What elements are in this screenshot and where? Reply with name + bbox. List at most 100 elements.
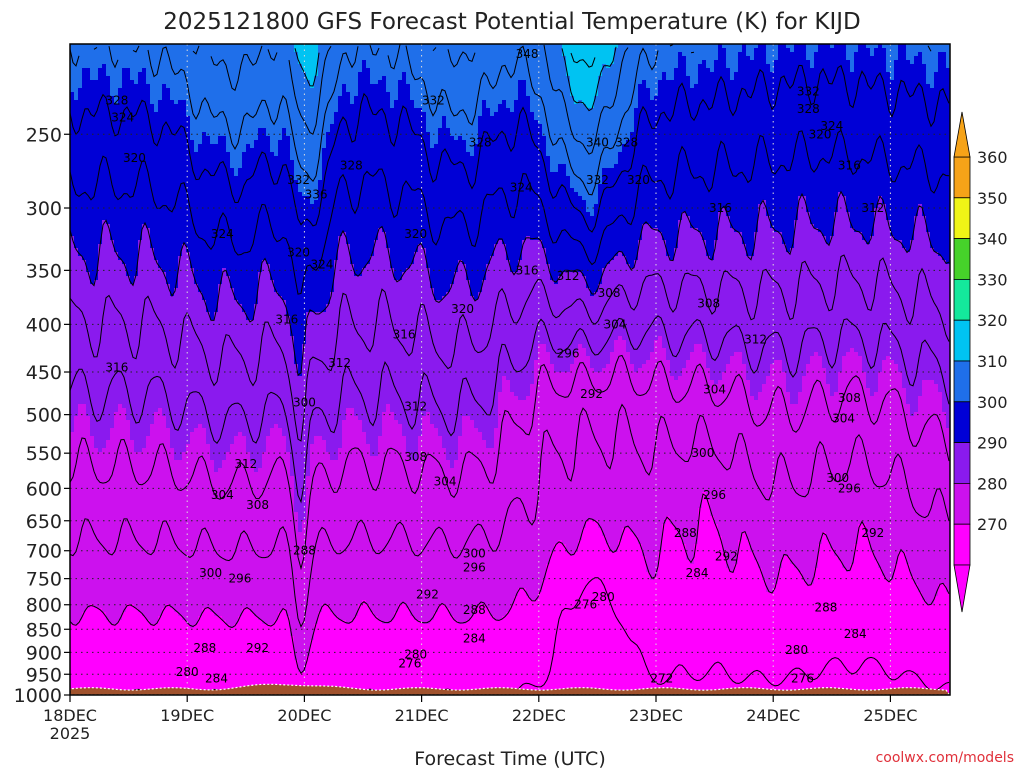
y-tick-label-400: 400 <box>26 314 62 336</box>
contour-label-324: 324 <box>111 111 134 125</box>
contour-label-320: 320 <box>627 173 650 187</box>
contour-label-304: 304 <box>604 317 627 331</box>
contour-label-340: 340 <box>586 135 609 149</box>
contour-label-348: 348 <box>516 47 539 61</box>
contour-label-328: 328 <box>615 135 638 149</box>
contour-label-320: 320 <box>404 227 427 241</box>
contour-label-312: 312 <box>861 201 884 215</box>
colorbar-swatch-290 <box>953 442 971 484</box>
contour-label-308: 308 <box>598 286 621 300</box>
y-axis: 2503003504004505005506006507007508008509… <box>14 124 70 707</box>
contour-label-312: 312 <box>744 332 767 346</box>
contour-band-310 <box>70 44 950 216</box>
contour-band-320 <box>294 44 618 108</box>
colorbar-swatch-310 <box>953 360 971 403</box>
contour-label-324: 324 <box>311 258 334 272</box>
x-tick-label-24DEC: 24DEC <box>746 706 800 725</box>
x-tick-label-19DEC: 19DEC <box>160 706 214 725</box>
isentrope-280 <box>70 493 950 675</box>
contour-label-332: 332 <box>586 173 609 187</box>
contour-label-312: 312 <box>557 269 580 283</box>
contour-label-layer: 3283243203163243323203363243163123003123… <box>105 47 884 686</box>
contour-label-308: 308 <box>838 391 861 405</box>
contour-label-280: 280 <box>592 590 615 604</box>
contour-label-332: 332 <box>287 173 310 187</box>
isentrope-296 <box>70 254 950 442</box>
y-tick-label-950: 950 <box>26 664 62 686</box>
contour-label-296: 296 <box>463 561 486 575</box>
plot-frame <box>69 43 951 696</box>
contour-label-316: 316 <box>393 327 416 341</box>
contour-label-328: 328 <box>340 158 363 172</box>
contour-label-284: 284 <box>205 671 228 685</box>
y-tick-label-1000: 1000 <box>14 685 62 707</box>
contour-label-296: 296 <box>557 347 580 361</box>
contour-label-296: 296 <box>838 481 861 495</box>
contour-label-296: 296 <box>228 572 251 586</box>
contour-label-288: 288 <box>814 600 837 614</box>
y-tick-label-350: 350 <box>26 260 62 282</box>
colorbar-swatch-340 <box>953 238 971 280</box>
y-tick-label-750: 750 <box>26 569 62 591</box>
contour-label-324: 324 <box>211 227 234 241</box>
colorbar-label-310: 310 <box>977 352 1008 371</box>
colorbar-label-340: 340 <box>977 230 1008 249</box>
contour-label-316: 316 <box>838 158 861 172</box>
contour-label-312: 312 <box>328 356 351 370</box>
contour-label-292: 292 <box>715 549 738 563</box>
contour-label-288: 288 <box>674 526 697 540</box>
x-axis-label: Forecast Time (UTC) <box>414 748 605 768</box>
contour-fill-layer <box>70 44 950 695</box>
contour-label-300: 300 <box>826 471 849 485</box>
credit-text[interactable]: coolwx.com/models <box>876 750 1014 766</box>
contour-label-300: 300 <box>199 566 222 580</box>
x-tick-label-25DEC: 25DEC <box>863 706 917 725</box>
colorbar-label-320: 320 <box>977 311 1008 330</box>
contour-label-304: 304 <box>211 488 234 502</box>
contour-label-304: 304 <box>434 475 457 489</box>
x-tick-label-18DEC: 18DEC <box>43 706 97 725</box>
y-tick-label-850: 850 <box>26 619 62 641</box>
colorbar-label-270: 270 <box>977 515 1008 534</box>
contour-label-284: 284 <box>463 632 486 646</box>
contour-label-312: 312 <box>404 399 427 413</box>
grid-layer <box>70 44 950 695</box>
x-tick-label-22DEC: 22DEC <box>512 706 566 725</box>
contour-line-layer <box>70 44 950 695</box>
colorbar-bottom-arrow <box>953 564 971 613</box>
contour-label-292: 292 <box>416 588 439 602</box>
contour-label-280: 280 <box>404 648 427 662</box>
isentrope-308 <box>70 64 950 233</box>
contour-label-320: 320 <box>287 246 310 260</box>
contour-label-308: 308 <box>404 450 427 464</box>
contour-label-284: 284 <box>686 566 709 580</box>
contour-label-336: 336 <box>305 187 328 201</box>
contour-label-276: 276 <box>398 656 421 670</box>
contour-label-316: 316 <box>709 201 732 215</box>
contour-label-300: 300 <box>463 547 486 561</box>
contour-label-292: 292 <box>580 387 603 401</box>
y-tick-label-600: 600 <box>26 478 62 500</box>
contour-label-296: 296 <box>703 488 726 502</box>
contour-label-328: 328 <box>797 102 820 116</box>
y-tick-label-500: 500 <box>26 405 62 427</box>
contour-label-328: 328 <box>105 94 128 108</box>
terrain-surface <box>70 683 950 695</box>
y-tick-label-700: 700 <box>26 541 62 563</box>
contour-label-276: 276 <box>791 671 814 685</box>
contour-label-292: 292 <box>861 526 884 540</box>
colorbar-swatch-270 <box>953 523 971 566</box>
contour-label-324: 324 <box>820 119 843 133</box>
y-tick-label-300: 300 <box>26 198 62 220</box>
contour-label-280: 280 <box>785 643 808 657</box>
colorbar-label-360: 360 <box>977 148 1008 167</box>
isentrope-284 <box>70 403 950 628</box>
contour-label-312: 312 <box>234 457 257 471</box>
x-tick-label-21DEC: 21DEC <box>395 706 449 725</box>
contour-label-272: 272 <box>650 671 673 685</box>
colorbar-label-280: 280 <box>977 474 1008 493</box>
contour-band-290 <box>70 192 950 532</box>
x-tick-label-23DEC: 23DEC <box>629 706 683 725</box>
